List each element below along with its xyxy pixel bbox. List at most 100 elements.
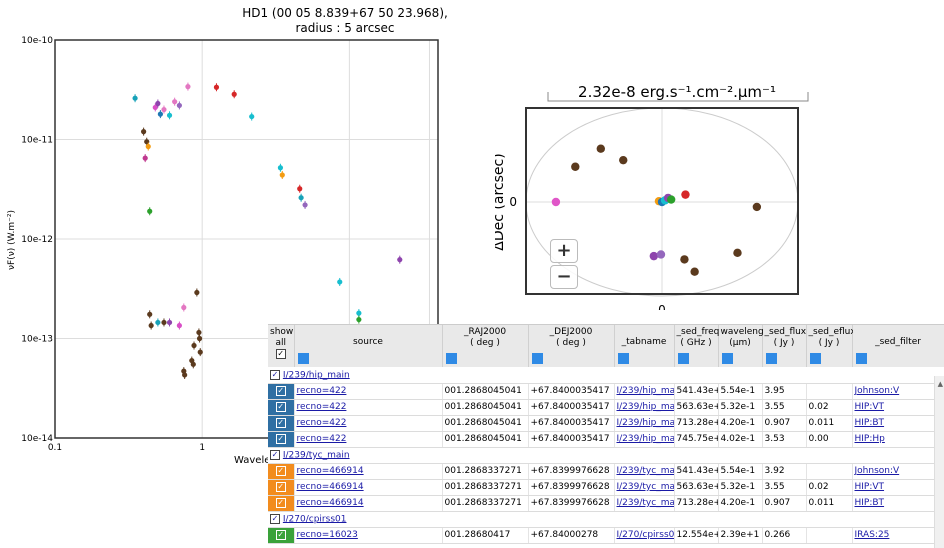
cell-tab[interactable]: I/270/cpirss01: [614, 527, 675, 544]
cell-filter[interactable]: Johnson:V: [852, 463, 944, 480]
sed-data-point[interactable]: [185, 84, 191, 90]
sed-data-point[interactable]: [213, 84, 220, 90]
cell-source-text[interactable]: recno=422: [296, 402, 347, 412]
header-eflux[interactable]: _sed_eflux ( Jy ): [806, 325, 856, 367]
sed-data-point[interactable]: [176, 322, 182, 329]
cell-filter-text[interactable]: Johnson:V: [854, 386, 900, 396]
row-checkbox[interactable]: ✓: [275, 385, 286, 396]
cell-filter[interactable]: HIP:BT: [852, 495, 944, 512]
sed-data-point[interactable]: [155, 319, 161, 326]
row-checkbox[interactable]: ✓: [275, 433, 286, 444]
sed-data-point[interactable]: [148, 322, 154, 329]
cell-source[interactable]: recno=422: [294, 431, 443, 448]
sed-data-point[interactable]: [161, 106, 167, 113]
cell-tab-text[interactable]: I/239/hip_main: [616, 434, 674, 444]
group-link[interactable]: I/239/hip_main: [282, 370, 350, 380]
header-dej[interactable]: _DEJ2000 ( deg ): [528, 325, 615, 367]
sed-data-point[interactable]: [147, 208, 153, 214]
sed-data-point[interactable]: [172, 99, 178, 105]
row-checkbox[interactable]: ✓: [275, 481, 286, 492]
cell-source-text[interactable]: recno=422: [296, 418, 347, 428]
cell-source[interactable]: recno=466914: [294, 495, 443, 512]
header-wavelength[interactable]: wavelength (μm): [718, 325, 773, 367]
sed-data-point[interactable]: [397, 257, 403, 263]
sort-dej-button[interactable]: [531, 353, 543, 364]
show-all-checkbox[interactable]: ✓: [275, 349, 286, 359]
agg-data-point[interactable]: [649, 251, 659, 261]
sed-data-point[interactable]: [142, 155, 148, 161]
sed-data-point[interactable]: [196, 335, 203, 342]
sort-source-button[interactable]: [297, 353, 309, 364]
sed-data-point[interactable]: [194, 289, 200, 296]
cell-source[interactable]: recno=422: [294, 415, 443, 432]
sed-data-point[interactable]: [166, 112, 173, 118]
table-scrollbar[interactable]: [934, 376, 944, 548]
cell-source-text[interactable]: recno=466914: [296, 482, 364, 492]
cell-source-text[interactable]: recno=466914: [296, 498, 364, 508]
row-checkbox[interactable]: ✓: [275, 417, 286, 428]
cell-filter-text[interactable]: HIP:VT: [854, 402, 885, 412]
cell-filter[interactable]: HIP:VT: [852, 479, 944, 496]
header-flux[interactable]: _sed_flux ( Jy ): [762, 325, 807, 367]
sed-data-point[interactable]: [166, 319, 173, 326]
agg-data-point[interactable]: [551, 197, 561, 207]
cell-tab[interactable]: I/239/tyc_main: [614, 479, 675, 496]
agg-data-point[interactable]: [690, 267, 699, 276]
group-checkbox[interactable]: ✓: [270, 513, 280, 524]
cell-source-text[interactable]: recno=422: [296, 434, 347, 444]
agg-data-point[interactable]: [752, 202, 762, 212]
agg-data-point[interactable]: [733, 248, 742, 258]
sed-data-point[interactable]: [196, 329, 202, 336]
header-freq[interactable]: _sed_freq ( GHz ): [674, 325, 719, 367]
agg-data-point[interactable]: [681, 190, 690, 199]
sed-data-point[interactable]: [145, 143, 151, 150]
cell-filter[interactable]: HIP:VT: [852, 399, 944, 416]
cell-filter-text[interactable]: Johnson:V: [854, 466, 900, 476]
sort-freq-button[interactable]: [677, 353, 689, 364]
header-raj[interactable]: _RAJ2000 ( deg ): [442, 325, 529, 367]
cell-filter[interactable]: HIP:Hp: [852, 431, 944, 448]
cell-filter-text[interactable]: HIP:VT: [854, 482, 885, 492]
sed-data-point[interactable]: [161, 319, 167, 326]
sed-data-point[interactable]: [155, 100, 161, 107]
aggregation-plot[interactable]: 0 0 ΔDec (arcsec): [495, 80, 815, 310]
sort-wavelength-button[interactable]: [721, 353, 733, 364]
cell-source-text[interactable]: recno=466914: [296, 466, 364, 476]
sort-eflux-button[interactable]: [809, 353, 821, 364]
sed-data-point[interactable]: [141, 129, 147, 135]
sed-data-point[interactable]: [298, 195, 304, 201]
sed-data-point[interactable]: [197, 349, 203, 355]
group-checkbox[interactable]: ✓: [270, 449, 280, 460]
row-checkbox[interactable]: ✓: [275, 401, 286, 412]
cell-tab[interactable]: I/239/hip_main: [614, 383, 675, 400]
row-checkbox[interactable]: ✓: [275, 497, 286, 508]
sed-data-point[interactable]: [152, 104, 158, 111]
cell-source[interactable]: recno=16023: [294, 527, 443, 544]
agg-data-point[interactable]: [680, 255, 689, 264]
cell-tab[interactable]: I/239/tyc_main: [614, 463, 675, 480]
cell-filter[interactable]: Johnson:V: [852, 383, 944, 400]
agg-data-point[interactable]: [666, 195, 676, 204]
cell-tab[interactable]: I/239/hip_main: [614, 431, 675, 448]
header-source[interactable]: source: [294, 325, 443, 367]
sort-tabname-button[interactable]: [617, 353, 629, 364]
cell-tab-text[interactable]: I/239/tyc_main: [616, 498, 674, 508]
group-checkbox[interactable]: ✓: [270, 369, 280, 380]
cell-filter-text[interactable]: HIP:BT: [854, 498, 885, 508]
cell-tab-text[interactable]: I/239/hip_main: [616, 386, 674, 396]
sed-data-point[interactable]: [356, 316, 362, 323]
sed-data-point[interactable]: [279, 172, 285, 178]
sed-data-point[interactable]: [356, 310, 362, 316]
cell-tab-text[interactable]: I/270/cpirss01: [616, 530, 674, 540]
agg-data-point[interactable]: [619, 155, 628, 165]
agg-data-point[interactable]: [596, 144, 605, 153]
row-checkbox[interactable]: ✓: [275, 529, 286, 540]
cell-filter-text[interactable]: IRAS:25: [854, 530, 890, 540]
sort-flux-button[interactable]: [765, 353, 777, 364]
sed-data-point[interactable]: [277, 165, 284, 171]
sed-data-point[interactable]: [191, 342, 197, 349]
row-checkbox[interactable]: ✓: [275, 465, 286, 476]
group-link[interactable]: I/239/tyc_main: [282, 450, 350, 461]
cell-tab-text[interactable]: I/239/hip_main: [616, 418, 674, 428]
sed-data-point[interactable]: [297, 186, 303, 192]
